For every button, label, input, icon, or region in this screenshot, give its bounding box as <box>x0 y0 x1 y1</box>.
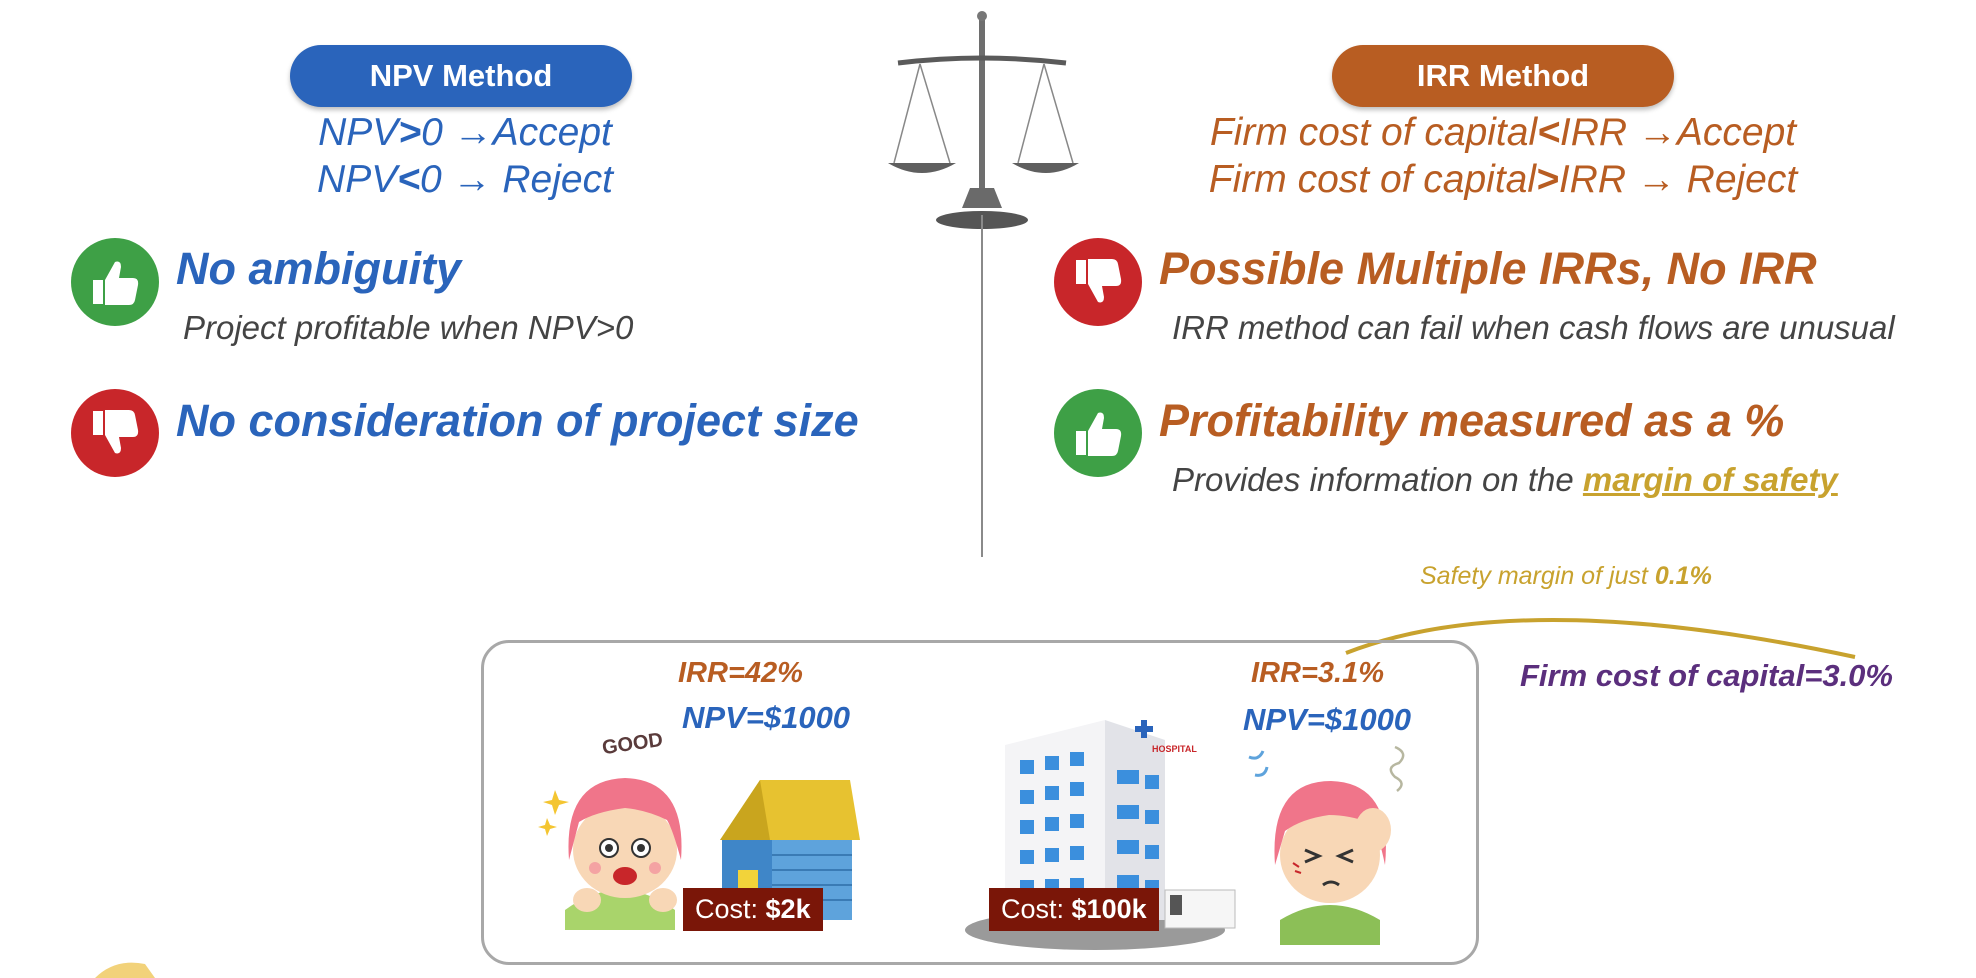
irr-accept-rule: Firm cost of capital<IRR →Accept <box>1209 111 1797 154</box>
house-irr-label: IRR=42% <box>678 657 803 689</box>
hospital-npv-label: NPV=$1000 <box>1243 702 1412 737</box>
irr-reject-rule: Firm cost of capital>IRR → Reject <box>1208 158 1798 201</box>
irr-pro-text: Provides information on the margin of sa… <box>1172 461 1838 498</box>
example-panel <box>481 640 1479 965</box>
house-npv-label: NPV=$1000 <box>682 700 851 735</box>
worried-girl-illustration <box>1248 745 1405 945</box>
thumbs-up-icon <box>71 238 159 326</box>
irr-con-text: IRR method can fail when cash flows are … <box>1172 309 1895 346</box>
thumbs-down-icon <box>1054 238 1142 326</box>
center-divider <box>981 215 983 557</box>
irr-pro-heading: Profitability measured as a % <box>1159 395 1785 446</box>
irr-con-heading: Possible Multiple IRRs, No IRR <box>1159 243 1817 294</box>
hospital-sign: HOSPITAL <box>1152 744 1197 754</box>
npv-reject-rule: NPV<0 → Reject <box>317 158 613 201</box>
balance-scale-icon <box>888 11 1079 229</box>
house-cost-tag: Cost: $2k <box>683 888 823 931</box>
npv-con-heading: No consideration of project size <box>176 395 859 446</box>
hospital-irr-label: IRR=3.1% <box>1251 657 1384 689</box>
margin-of-safety-link[interactable]: margin of safety <box>1582 461 1838 498</box>
safety-margin-arc <box>1345 617 1856 659</box>
npv-pro-text: Project profitable when NPV>0 <box>183 309 634 346</box>
npv-method-pill: NPV Method <box>290 45 632 107</box>
decorative-shape <box>95 962 155 978</box>
npv-accept-rule: NPV>0 →Accept <box>318 111 612 154</box>
thumbs-down-icon <box>71 389 159 477</box>
hospital-cost-tag: Cost: $100k <box>989 888 1159 931</box>
firm-cost-of-capital-label: Firm cost of capital=3.0% <box>1520 658 1893 693</box>
irr-method-pill: IRR Method <box>1332 45 1674 107</box>
happy-girl-illustration <box>538 778 682 930</box>
thumbs-up-icon <box>1054 389 1142 477</box>
npv-pro-heading: No ambiguity <box>176 243 462 294</box>
safety-margin-note: Safety margin of just 0.1% <box>1420 562 1712 590</box>
